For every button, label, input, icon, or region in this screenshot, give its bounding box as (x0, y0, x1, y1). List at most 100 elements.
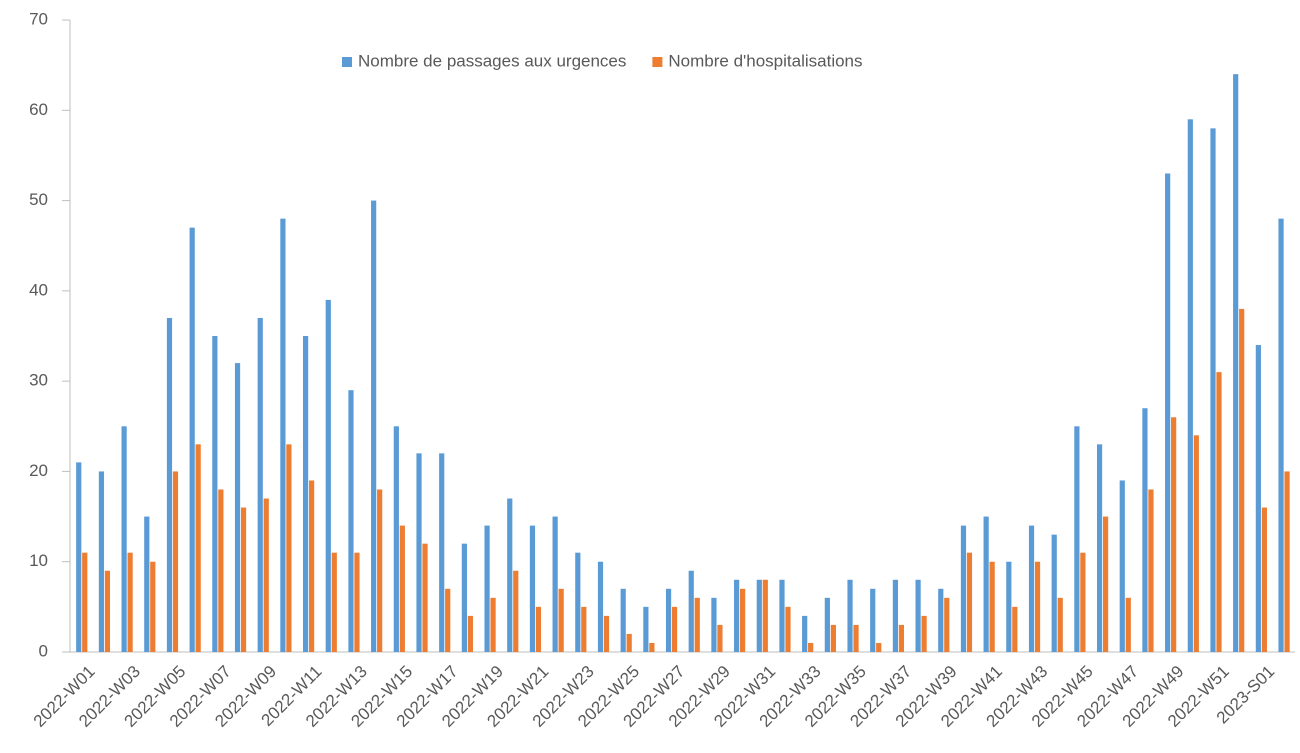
bar (1233, 74, 1239, 652)
bar (938, 588, 944, 652)
bar (302, 336, 309, 652)
bar (1102, 516, 1109, 652)
bar (212, 336, 218, 652)
bar (960, 525, 967, 652)
bar (121, 426, 127, 652)
y-tick-label: 70 (29, 9, 48, 28)
bar (802, 615, 808, 652)
bar (581, 606, 587, 652)
bar (870, 588, 876, 652)
bar (490, 597, 496, 652)
bar (597, 561, 604, 652)
bar (308, 480, 315, 652)
bar (257, 317, 263, 652)
bar (1187, 119, 1193, 653)
y-tick-label: 10 (29, 551, 48, 570)
bar (1165, 173, 1171, 652)
bar (439, 453, 445, 652)
bar (1006, 561, 1012, 652)
bar (779, 579, 785, 652)
bar (740, 588, 746, 652)
bar (1012, 606, 1018, 652)
bar (966, 552, 973, 652)
bar (1284, 471, 1290, 652)
bar (422, 543, 428, 652)
bar (189, 227, 195, 652)
bar (626, 633, 632, 652)
bar (286, 444, 292, 652)
y-tick-label: 30 (29, 371, 48, 390)
bar (529, 525, 536, 652)
bar (1142, 408, 1148, 652)
bar (1057, 597, 1063, 652)
bar (467, 615, 473, 652)
bar (166, 317, 173, 652)
y-tick-label: 0 (39, 641, 48, 660)
bar (393, 426, 399, 652)
bar (694, 597, 700, 652)
bar (1255, 345, 1261, 652)
legend-label: Nombre de passages aux urgences (358, 51, 626, 70)
bar (915, 579, 921, 652)
y-tick-label: 20 (29, 461, 48, 480)
bar (399, 525, 405, 652)
bar (734, 579, 740, 652)
bar (513, 570, 519, 652)
bar (416, 453, 422, 652)
bar (575, 552, 581, 652)
bar (1261, 507, 1267, 652)
bar (98, 471, 105, 652)
bar (1125, 597, 1131, 652)
y-tick-label: 40 (29, 280, 48, 299)
bar (1278, 218, 1284, 652)
bar (892, 579, 899, 652)
bar (665, 588, 672, 652)
y-tick-label: 50 (29, 190, 48, 209)
bar (688, 570, 694, 652)
bar (354, 552, 360, 652)
bar (240, 507, 247, 652)
bar (484, 525, 490, 652)
bar (898, 624, 905, 652)
bar (1239, 308, 1245, 652)
bar (507, 498, 513, 652)
bar (1210, 128, 1216, 653)
bar (853, 624, 859, 652)
bar (461, 543, 467, 652)
bar (1051, 534, 1057, 652)
bar (150, 561, 156, 652)
bar (1171, 417, 1177, 652)
bar (830, 624, 836, 652)
bar (603, 615, 610, 652)
bar (218, 489, 224, 652)
bar (1119, 480, 1125, 652)
y-tick-label: 60 (29, 100, 48, 119)
bar (717, 624, 723, 652)
bar (104, 570, 111, 652)
bar (127, 552, 133, 652)
bar (325, 299, 331, 652)
bar (280, 218, 286, 652)
bar (711, 597, 717, 652)
bar (824, 597, 830, 652)
bar (643, 606, 649, 652)
bar (144, 516, 150, 652)
bar (1193, 435, 1199, 652)
bar (671, 606, 678, 652)
bar (1034, 561, 1041, 652)
legend-swatch (342, 57, 352, 67)
bar (785, 606, 791, 652)
bar (331, 552, 337, 652)
legend-label: Nombre d'hospitalisations (668, 51, 862, 70)
legend-swatch (652, 57, 663, 67)
bar (762, 579, 768, 652)
bar (756, 579, 762, 652)
bar (1216, 372, 1222, 652)
bar (172, 471, 179, 652)
bar (348, 390, 354, 652)
bar (1148, 489, 1154, 652)
bar (1028, 525, 1035, 652)
bar (377, 489, 383, 652)
bar (445, 588, 451, 652)
